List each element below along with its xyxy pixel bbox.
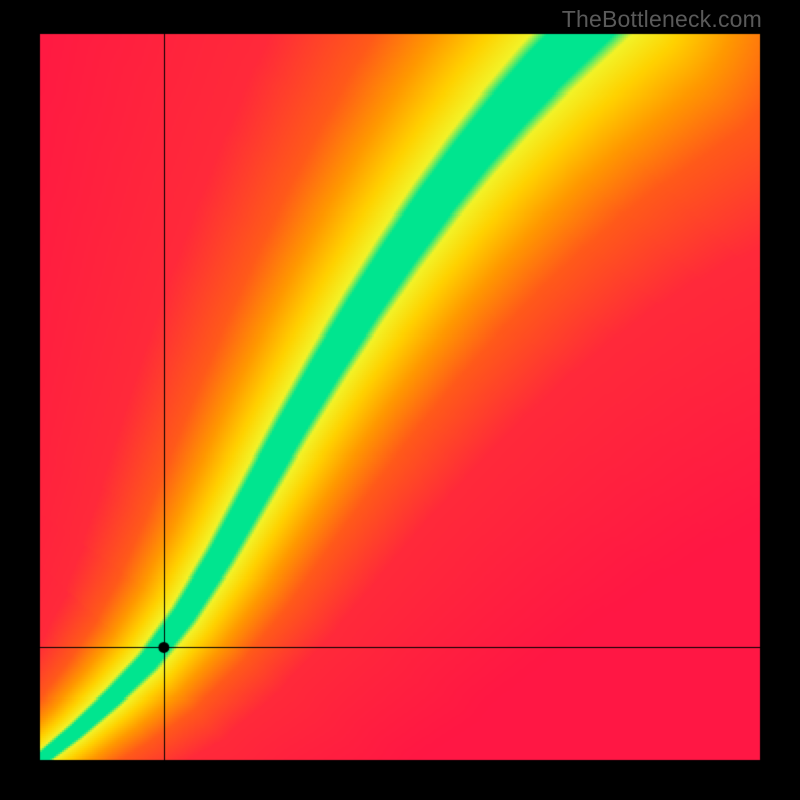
bottleneck-heatmap [0,0,800,800]
watermark-text: TheBottleneck.com [562,6,762,33]
